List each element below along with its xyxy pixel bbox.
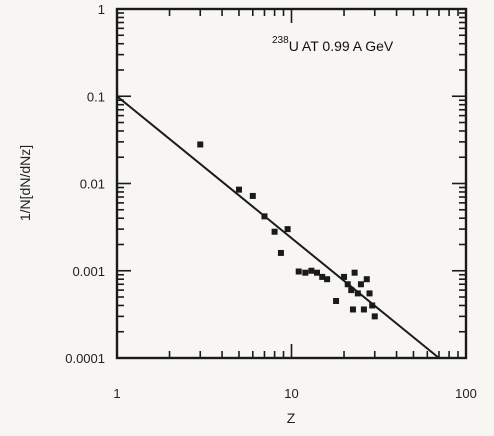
data-point: [271, 228, 278, 235]
data-point: [333, 298, 340, 305]
fit-line-group: [116, 95, 440, 359]
data-point: [277, 249, 284, 256]
data-point: [369, 302, 376, 309]
data-point: [351, 269, 358, 276]
data-points: [197, 141, 378, 320]
data-point: [357, 281, 364, 288]
y-axis-label: 1/N[dN/dNz]: [17, 145, 33, 221]
data-point: [308, 267, 315, 274]
data-point: [349, 306, 356, 313]
y-tick-label: 0.0001: [65, 351, 105, 366]
y-tick-label: 1: [98, 2, 105, 17]
tick-marks: [116, 9, 466, 359]
x-axis-label: Z: [287, 410, 296, 426]
data-point: [319, 273, 326, 280]
chart-annotation: 238U AT 0.99 A GeV: [272, 35, 394, 54]
data-point: [295, 268, 302, 275]
tick-labels: 1 10 100 0.0001 0.001 0.01 0.1 1: [65, 2, 477, 401]
data-point: [284, 226, 291, 233]
data-point: [261, 213, 268, 220]
x-tick-label: 1: [113, 386, 120, 401]
data-point: [302, 269, 309, 276]
x-tick-label: 100: [455, 386, 477, 401]
x-tick-label: 10: [284, 386, 298, 401]
data-point: [354, 290, 361, 297]
data-point: [341, 273, 348, 280]
data-point: [197, 141, 204, 148]
y-tick-label: 0.001: [72, 264, 105, 279]
data-point: [324, 276, 331, 283]
annotation-text: U AT 0.99 A GeV: [289, 38, 394, 54]
data-point: [363, 276, 370, 283]
y-tick-label: 0.01: [80, 177, 105, 192]
data-point: [360, 306, 367, 313]
data-point: [348, 287, 355, 294]
data-point: [249, 192, 256, 199]
data-point: [313, 269, 320, 276]
data-point: [344, 281, 351, 288]
fit-line: [116, 95, 440, 359]
y-tick-label: 0.1: [87, 89, 105, 104]
data-point: [366, 290, 373, 297]
annotation-superscript: 238: [272, 35, 289, 46]
data-point: [235, 186, 242, 193]
data-point: [371, 313, 378, 320]
